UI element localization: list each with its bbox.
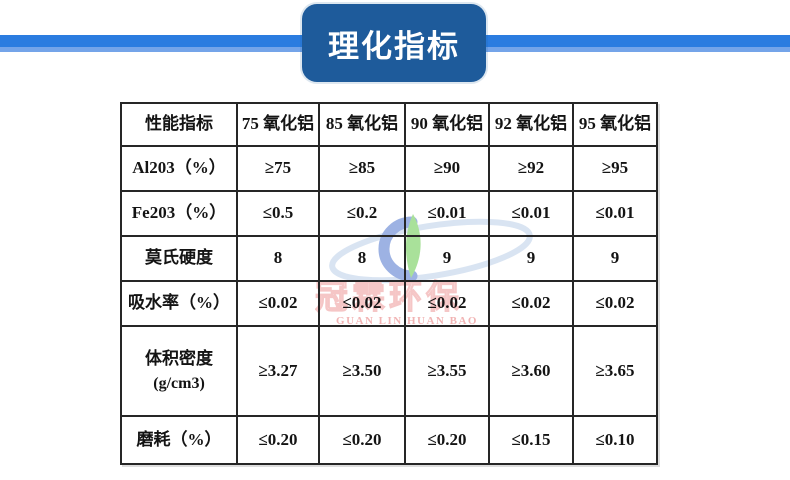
table-cell: ≥95 — [572, 145, 658, 192]
table-row-water-absorption: 吸水率（%） ≤0.02 ≤0.02 ≤0.02 ≤0.02 ≤0.02 — [120, 280, 658, 327]
table-cell: ≤0.01 — [572, 190, 658, 237]
table-cell: 8 — [318, 235, 406, 282]
row-label-abrasion: 磨耗（%） — [120, 415, 238, 465]
table-cell: ≥3.60 — [488, 325, 574, 417]
column-header-92-alumina: 92 氧化铝 — [488, 102, 574, 147]
spec-table: 性能指标 75 氧化铝 85 氧化铝 90 氧化铝 92 氧化铝 95 氧化铝 … — [120, 102, 658, 465]
table-cell: ≥85 — [318, 145, 406, 192]
table-cell: ≤0.5 — [236, 190, 320, 237]
column-header-75-alumina: 75 氧化铝 — [236, 102, 320, 147]
page-title: 理化指标 — [328, 28, 460, 64]
table-cell: ≤0.10 — [572, 415, 658, 465]
row-label-al2o3: Al203（%） — [120, 145, 238, 192]
title-badge: 理化指标 — [302, 4, 486, 82]
table-cell: ≤0.02 — [488, 280, 574, 327]
table-cell: ≤0.01 — [488, 190, 574, 237]
column-header-85-alumina: 85 氧化铝 — [318, 102, 406, 147]
table-cell: ≥3.55 — [404, 325, 490, 417]
table-header-row: 性能指标 75 氧化铝 85 氧化铝 90 氧化铝 92 氧化铝 95 氧化铝 — [120, 102, 658, 147]
table-cell: 9 — [572, 235, 658, 282]
row-label-unit: (g/cm3) — [153, 374, 205, 392]
table-cell: ≤0.2 — [318, 190, 406, 237]
table-cell: ≤0.20 — [404, 415, 490, 465]
table-cell: ≥75 — [236, 145, 320, 192]
table-cell: ≥3.65 — [572, 325, 658, 417]
table-cell: ≥3.50 — [318, 325, 406, 417]
table-cell: ≤0.15 — [488, 415, 574, 465]
table-cell: ≤0.01 — [404, 190, 490, 237]
column-header-95-alumina: 95 氧化铝 — [572, 102, 658, 147]
row-label-water-absorption: 吸水率（%） — [120, 280, 238, 327]
table-cell: ≤0.02 — [318, 280, 406, 327]
table-row-fe2o3: Fe203（%） ≤0.5 ≤0.2 ≤0.01 ≤0.01 ≤0.01 — [120, 190, 658, 237]
row-label-mohs-hardness: 莫氏硬度 — [120, 235, 238, 282]
column-header-90-alumina: 90 氧化铝 — [404, 102, 490, 147]
table-cell: 9 — [404, 235, 490, 282]
table-row-abrasion: 磨耗（%） ≤0.20 ≤0.20 ≤0.20 ≤0.15 ≤0.10 — [120, 415, 658, 465]
column-header-property: 性能指标 — [120, 102, 238, 147]
table-cell: 8 — [236, 235, 320, 282]
table-row-mohs-hardness: 莫氏硬度 8 8 9 9 9 — [120, 235, 658, 282]
table-cell: ≤0.20 — [318, 415, 406, 465]
row-label-bulk-density: 体积密度 (g/cm3) — [120, 325, 238, 417]
table-cell: ≤0.02 — [236, 280, 320, 327]
table-cell: ≥3.27 — [236, 325, 320, 417]
table-cell: 9 — [488, 235, 574, 282]
table-cell: ≥90 — [404, 145, 490, 192]
row-label-text: 体积密度 — [145, 349, 213, 369]
row-label-fe2o3: Fe203（%） — [120, 190, 238, 237]
table-cell: ≤0.02 — [404, 280, 490, 327]
table-row-al2o3: Al203（%） ≥75 ≥85 ≥90 ≥92 ≥95 — [120, 145, 658, 192]
table-cell: ≤0.02 — [572, 280, 658, 327]
table-cell: ≤0.20 — [236, 415, 320, 465]
table-cell: ≥92 — [488, 145, 574, 192]
table-row-bulk-density: 体积密度 (g/cm3) ≥3.27 ≥3.50 ≥3.55 ≥3.60 ≥3.… — [120, 325, 658, 417]
